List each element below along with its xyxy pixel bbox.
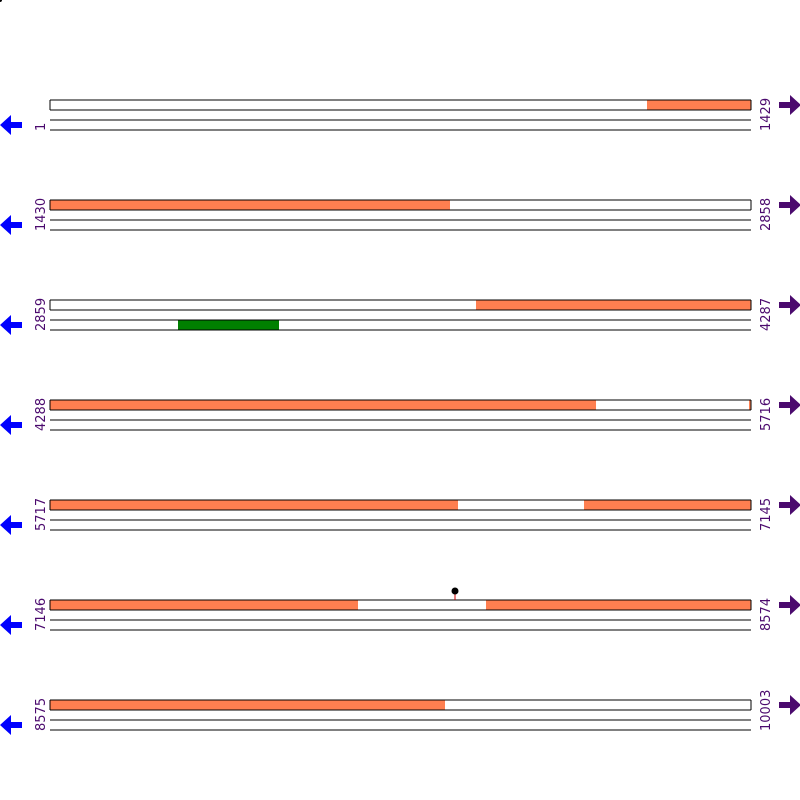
end-label: 7145 bbox=[759, 498, 774, 531]
start-label: 1 bbox=[34, 123, 49, 131]
sequence-row: 2859 4287 bbox=[0, 295, 800, 335]
reverse-arrow bbox=[0, 215, 22, 235]
feature bbox=[50, 400, 596, 410]
forward-arrow bbox=[779, 95, 800, 115]
sequence-row: 8575 10003 bbox=[0, 690, 800, 735]
feature bbox=[178, 320, 279, 330]
feature bbox=[476, 300, 751, 310]
site-marker bbox=[451, 587, 459, 595]
reverse-arrow bbox=[0, 515, 22, 535]
start-label: 7146 bbox=[34, 598, 49, 631]
corner-dot bbox=[0, 0, 2, 2]
reverse-arrow bbox=[0, 115, 22, 135]
sequence-row: 7146 8574 bbox=[0, 595, 800, 635]
feature bbox=[584, 500, 751, 510]
start-label: 5717 bbox=[34, 498, 49, 531]
feature bbox=[647, 100, 751, 110]
feature bbox=[50, 600, 358, 610]
forward-arrow bbox=[779, 595, 800, 615]
reverse-arrow bbox=[0, 415, 22, 435]
end-label: 10003 bbox=[759, 690, 774, 731]
reverse-arrow bbox=[0, 615, 22, 635]
end-label: 1429 bbox=[759, 98, 774, 131]
feature bbox=[50, 200, 450, 210]
sequence-row: 1 1429 bbox=[0, 95, 800, 135]
sequence-row: 4288 5716 bbox=[0, 395, 800, 435]
feature bbox=[50, 700, 445, 710]
reverse-arrow bbox=[0, 315, 22, 335]
forward-arrow bbox=[779, 495, 800, 515]
end-label: 8574 bbox=[759, 598, 774, 631]
start-label: 1430 bbox=[34, 198, 49, 231]
reverse-arrow bbox=[0, 715, 22, 735]
start-label: 8575 bbox=[34, 698, 49, 731]
forward-arrow bbox=[779, 195, 800, 215]
end-label: 2858 bbox=[759, 198, 774, 231]
end-label: 4287 bbox=[759, 298, 774, 331]
start-label: 4288 bbox=[34, 398, 49, 431]
feature bbox=[749, 400, 751, 410]
forward-arrow bbox=[779, 395, 800, 415]
forward-arrow bbox=[779, 695, 800, 715]
feature bbox=[486, 600, 751, 610]
sequence-row: 5717 7145 bbox=[0, 495, 800, 535]
start-label: 2859 bbox=[34, 298, 49, 331]
end-label: 5716 bbox=[759, 398, 774, 431]
feature bbox=[50, 500, 458, 510]
forward-arrow bbox=[779, 295, 800, 315]
sequence-row: 1430 2858 bbox=[0, 195, 800, 235]
